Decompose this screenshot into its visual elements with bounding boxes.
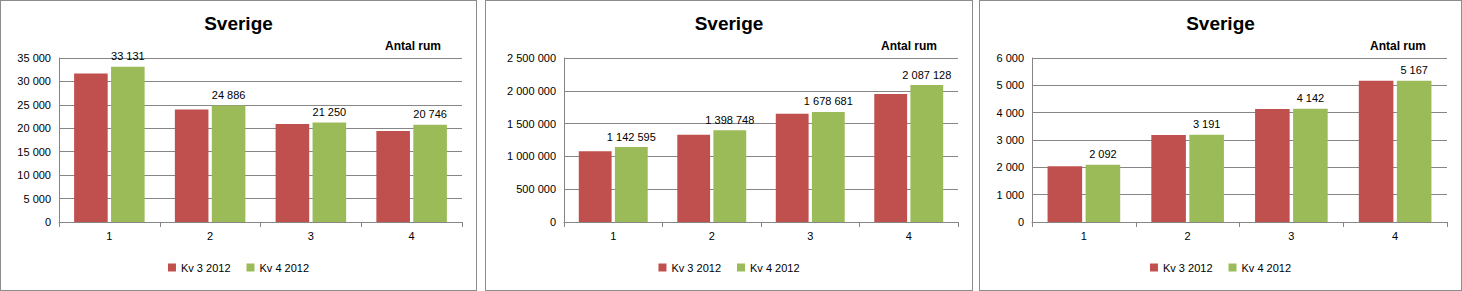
svg-text:Sverige: Sverige bbox=[204, 13, 273, 34]
svg-text:1: 1 bbox=[106, 230, 112, 242]
svg-text:3: 3 bbox=[807, 230, 813, 242]
svg-text:24 886: 24 886 bbox=[212, 89, 246, 101]
svg-text:4 000: 4 000 bbox=[996, 107, 1024, 119]
svg-text:Kv 4 2012: Kv 4 2012 bbox=[1242, 262, 1292, 274]
svg-text:0: 0 bbox=[1018, 216, 1024, 228]
svg-text:4 142: 4 142 bbox=[1297, 92, 1325, 104]
svg-text:1 142 595: 1 142 595 bbox=[607, 131, 656, 143]
svg-text:35 000: 35 000 bbox=[17, 52, 51, 64]
svg-text:1 678 681: 1 678 681 bbox=[804, 95, 853, 107]
svg-text:30 000: 30 000 bbox=[17, 75, 51, 87]
svg-text:Kv 4 2012: Kv 4 2012 bbox=[750, 262, 800, 274]
svg-text:1 000: 1 000 bbox=[996, 189, 1024, 201]
svg-text:Antal rum: Antal rum bbox=[881, 39, 937, 53]
svg-text:5 000: 5 000 bbox=[23, 193, 51, 205]
svg-text:0: 0 bbox=[45, 216, 51, 228]
svg-text:4: 4 bbox=[1392, 230, 1398, 242]
svg-text:15 000: 15 000 bbox=[17, 146, 51, 158]
svg-text:3: 3 bbox=[308, 230, 314, 242]
svg-text:Kv 4 2012: Kv 4 2012 bbox=[260, 262, 310, 274]
svg-text:33 131: 33 131 bbox=[111, 50, 145, 62]
svg-text:1: 1 bbox=[610, 230, 616, 242]
svg-text:Antal rum: Antal rum bbox=[1370, 39, 1426, 53]
svg-text:Sverige: Sverige bbox=[1186, 13, 1255, 34]
svg-text:2 000: 2 000 bbox=[996, 161, 1024, 173]
svg-text:Sverige: Sverige bbox=[695, 13, 764, 34]
svg-text:5 000: 5 000 bbox=[996, 79, 1024, 91]
svg-text:20 000: 20 000 bbox=[17, 122, 51, 134]
svg-text:500 000: 500 000 bbox=[516, 183, 556, 195]
svg-text:1 500 000: 1 500 000 bbox=[507, 118, 556, 130]
svg-text:4: 4 bbox=[409, 230, 415, 242]
svg-text:25 000: 25 000 bbox=[17, 99, 51, 111]
svg-text:2 087 128: 2 087 128 bbox=[902, 69, 951, 81]
svg-text:6 000: 6 000 bbox=[996, 52, 1024, 64]
svg-text:1: 1 bbox=[1081, 230, 1087, 242]
svg-text:Kv 3 2012: Kv 3 2012 bbox=[1163, 262, 1213, 274]
svg-text:Kv 3 2012: Kv 3 2012 bbox=[181, 262, 231, 274]
svg-text:2 500 000: 2 500 000 bbox=[507, 52, 556, 64]
svg-text:2: 2 bbox=[1185, 230, 1191, 242]
svg-text:3 191: 3 191 bbox=[1193, 118, 1221, 130]
svg-text:3: 3 bbox=[1288, 230, 1294, 242]
svg-text:4: 4 bbox=[906, 230, 912, 242]
svg-text:1 398 748: 1 398 748 bbox=[705, 114, 754, 126]
svg-text:2: 2 bbox=[709, 230, 715, 242]
svg-text:2 000 000: 2 000 000 bbox=[507, 85, 556, 97]
svg-text:3 000: 3 000 bbox=[996, 134, 1024, 146]
svg-text:10 000: 10 000 bbox=[17, 169, 51, 181]
svg-text:21 250: 21 250 bbox=[313, 106, 347, 118]
svg-text:5 167: 5 167 bbox=[1400, 64, 1428, 76]
svg-text:0: 0 bbox=[550, 216, 556, 228]
svg-text:1 000 000: 1 000 000 bbox=[507, 150, 556, 162]
svg-text:Kv 3 2012: Kv 3 2012 bbox=[671, 262, 721, 274]
svg-text:20 746: 20 746 bbox=[413, 108, 447, 120]
svg-text:Antal rum: Antal rum bbox=[385, 39, 441, 53]
svg-text:2: 2 bbox=[207, 230, 213, 242]
svg-text:2 092: 2 092 bbox=[1089, 148, 1117, 160]
